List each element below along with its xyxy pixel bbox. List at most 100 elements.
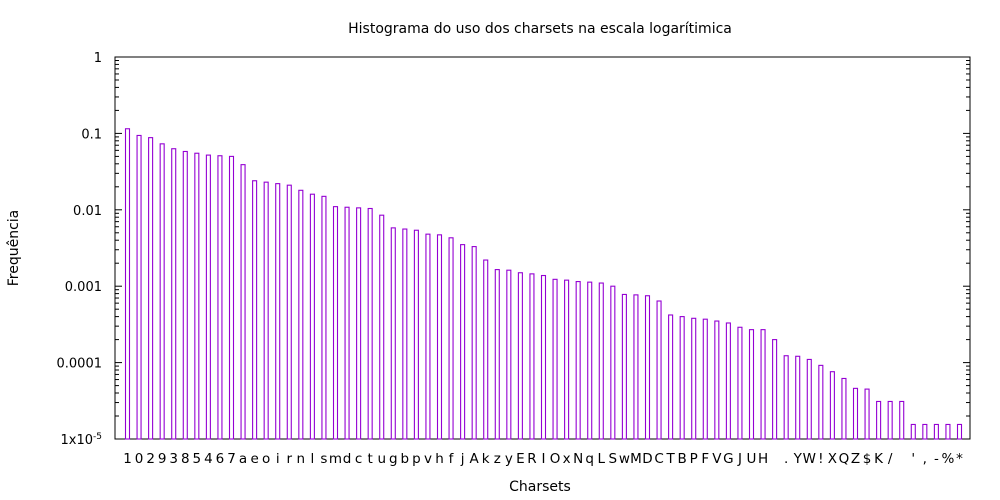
bar (194, 152, 200, 440)
bar (795, 355, 801, 440)
bar (460, 244, 466, 440)
bar (136, 134, 142, 440)
x-tick-label: 5 (193, 451, 202, 467)
bar (448, 237, 454, 440)
bar (252, 180, 258, 440)
x-tick-label: g (389, 451, 398, 467)
x-tick-label: D (642, 451, 652, 467)
y-tick-label: 0.001 (65, 280, 102, 295)
x-tick-label: , (923, 451, 927, 467)
y-tick-label: 0.1 (81, 127, 102, 142)
bar (517, 272, 523, 440)
bar (621, 293, 627, 440)
x-tick-label: y (505, 451, 513, 467)
bar (402, 228, 408, 440)
x-tick-label: 4 (204, 451, 213, 467)
bar (656, 300, 662, 440)
x-tick-label: T (665, 451, 675, 467)
chart-title: Histograma do uso dos charsets na escala… (348, 21, 732, 37)
bar (483, 259, 489, 440)
bar (783, 355, 789, 440)
x-tick-label: o (262, 451, 270, 467)
bar (390, 227, 396, 440)
bar (841, 377, 847, 440)
bar (818, 364, 824, 440)
x-tick-label: l (311, 451, 315, 467)
x-tick-label: K (874, 451, 884, 467)
x-tick-label: 1 (123, 451, 132, 467)
x-tick-label: j (460, 451, 465, 467)
x-tick-label: 9 (158, 451, 167, 467)
bar (344, 206, 350, 440)
bar (379, 214, 385, 440)
bar (737, 326, 743, 440)
bar (286, 184, 292, 440)
bar (644, 295, 651, 440)
bar (910, 423, 916, 440)
bar (494, 269, 500, 440)
bar (356, 207, 362, 440)
x-tick-label: 2 (146, 451, 155, 467)
x-tick-label: 3 (169, 451, 178, 467)
x-tick-label: e (250, 451, 258, 467)
bar (298, 189, 304, 440)
bar (725, 322, 731, 440)
bar (263, 181, 269, 440)
x-tick-label: ! (818, 451, 823, 467)
x-tick-label: Z (851, 451, 860, 467)
x-tick-label: * (956, 451, 963, 467)
x-tick-label: a (239, 451, 247, 467)
x-tick-label: c (355, 451, 362, 467)
bar (540, 274, 547, 440)
x-tick-label: ' (911, 451, 915, 467)
bar (205, 154, 211, 440)
bar (922, 423, 928, 440)
x-tick-label: / (888, 451, 893, 467)
y-tick-label: 1 (94, 51, 102, 66)
bar (598, 282, 604, 440)
x-tick-label: . (784, 451, 788, 467)
bar (182, 150, 188, 440)
y-tick-label-base: 1x10 (61, 433, 94, 448)
x-tick-label: u (377, 451, 386, 467)
y-tick-label-exponent: -5 (93, 432, 102, 442)
bar (829, 371, 835, 440)
bar (679, 316, 685, 440)
x-tick-label: 0 (135, 451, 144, 467)
x-tick-label: m (329, 451, 342, 467)
x-tick-label: C (654, 451, 663, 467)
x-tick-label: b (401, 451, 410, 467)
x-tick-label: s (320, 451, 327, 467)
bar (933, 423, 939, 440)
bar (864, 388, 870, 440)
x-tick-label: k (482, 451, 490, 467)
x-tick-label: f (449, 451, 455, 467)
x-tick-label: R (527, 451, 536, 467)
bar (367, 207, 373, 440)
x-tick-label: A (470, 451, 480, 467)
bar (587, 281, 593, 440)
x-tick-label: 6 (216, 451, 225, 467)
bar (275, 183, 281, 440)
bar (159, 143, 165, 440)
bar (575, 281, 581, 440)
x-tick-label: t (368, 451, 373, 467)
bar (945, 423, 951, 440)
bar (413, 229, 419, 440)
x-tick-label: W (803, 451, 816, 467)
x-tick-label: O (550, 451, 561, 467)
bar (529, 273, 535, 440)
x-tick-label: 8 (181, 451, 190, 467)
y-tick-label: 0.01 (73, 204, 102, 219)
x-tick-label: N (573, 451, 583, 467)
x-tick-label: r (286, 451, 292, 467)
y-tick-label: 1x10-5 (61, 432, 103, 448)
x-tick-label: H (758, 451, 768, 467)
bar (425, 233, 431, 440)
bar (899, 400, 905, 440)
x-tick-label: h (435, 451, 444, 467)
x-tick-label: - (934, 451, 939, 467)
x-tick-label: p (412, 451, 421, 467)
